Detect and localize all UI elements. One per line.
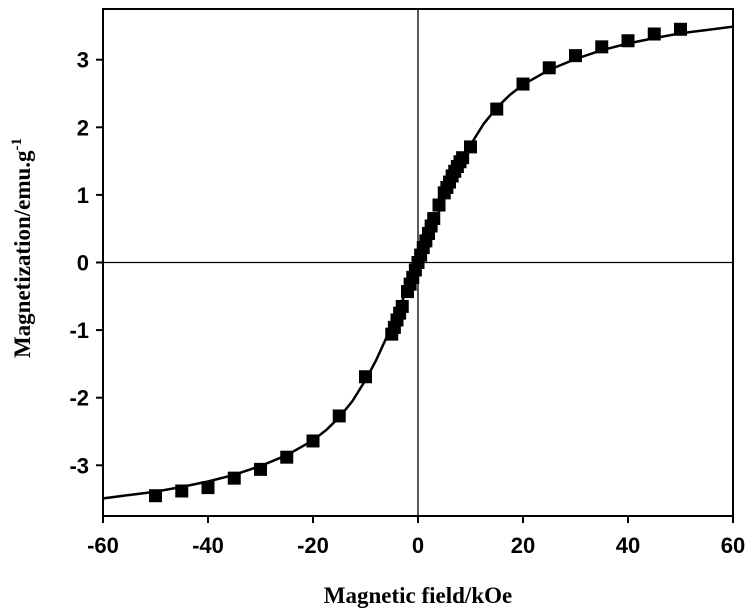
- data-point: [490, 102, 504, 116]
- data-point: [201, 481, 215, 495]
- x-tick-labels: -60 -40 -20 0 20 40 60: [87, 533, 745, 558]
- data-point: [359, 370, 372, 384]
- x-axis-title: Magnetic field/kOe: [324, 583, 512, 608]
- data-point: [464, 140, 477, 154]
- y-tick-label: -3: [69, 453, 89, 478]
- data-point: [516, 77, 530, 91]
- data-point: [332, 409, 346, 423]
- x-tick-label: 40: [616, 533, 640, 558]
- data-point: [432, 198, 446, 212]
- data-point: [647, 27, 661, 41]
- data-point: [674, 22, 687, 36]
- data-point: [175, 484, 189, 498]
- data-point: [427, 212, 441, 226]
- y-tick-label: 1: [77, 183, 89, 208]
- data-point: [569, 49, 582, 63]
- data-point: [254, 462, 267, 476]
- x-tick-label: 60: [721, 533, 745, 558]
- data-point: [395, 299, 409, 313]
- y-tick-label: -2: [69, 386, 89, 411]
- x-tick-label: 20: [511, 533, 535, 558]
- data-point: [542, 61, 556, 75]
- x-tick-label: -60: [87, 533, 119, 558]
- data-point: [280, 450, 294, 464]
- y-axis-title-sup: -1: [9, 138, 25, 151]
- x-tick-label: -40: [192, 533, 224, 558]
- x-tick-label: -20: [297, 533, 329, 558]
- y-tick-label: -1: [69, 318, 89, 343]
- data-point: [621, 34, 635, 48]
- y-axis-title-main: Magnetization/emu.g: [10, 150, 35, 358]
- y-tick-label: 0: [77, 251, 89, 276]
- data-point: [456, 151, 470, 165]
- y-tick-labels: 3 2 1 0 -1 -2 -3: [69, 48, 89, 479]
- x-tick-label: 0: [412, 533, 424, 558]
- y-tick-label: 3: [77, 48, 89, 73]
- y-tick-label: 2: [77, 115, 89, 140]
- data-point: [306, 434, 320, 448]
- data-points: [149, 22, 687, 503]
- data-point: [227, 471, 241, 485]
- axis-ticks: [96, 58, 734, 523]
- data-point: [149, 489, 162, 503]
- data-point: [595, 40, 609, 54]
- y-axis-title: Magnetization/emu.g-1: [9, 138, 35, 358]
